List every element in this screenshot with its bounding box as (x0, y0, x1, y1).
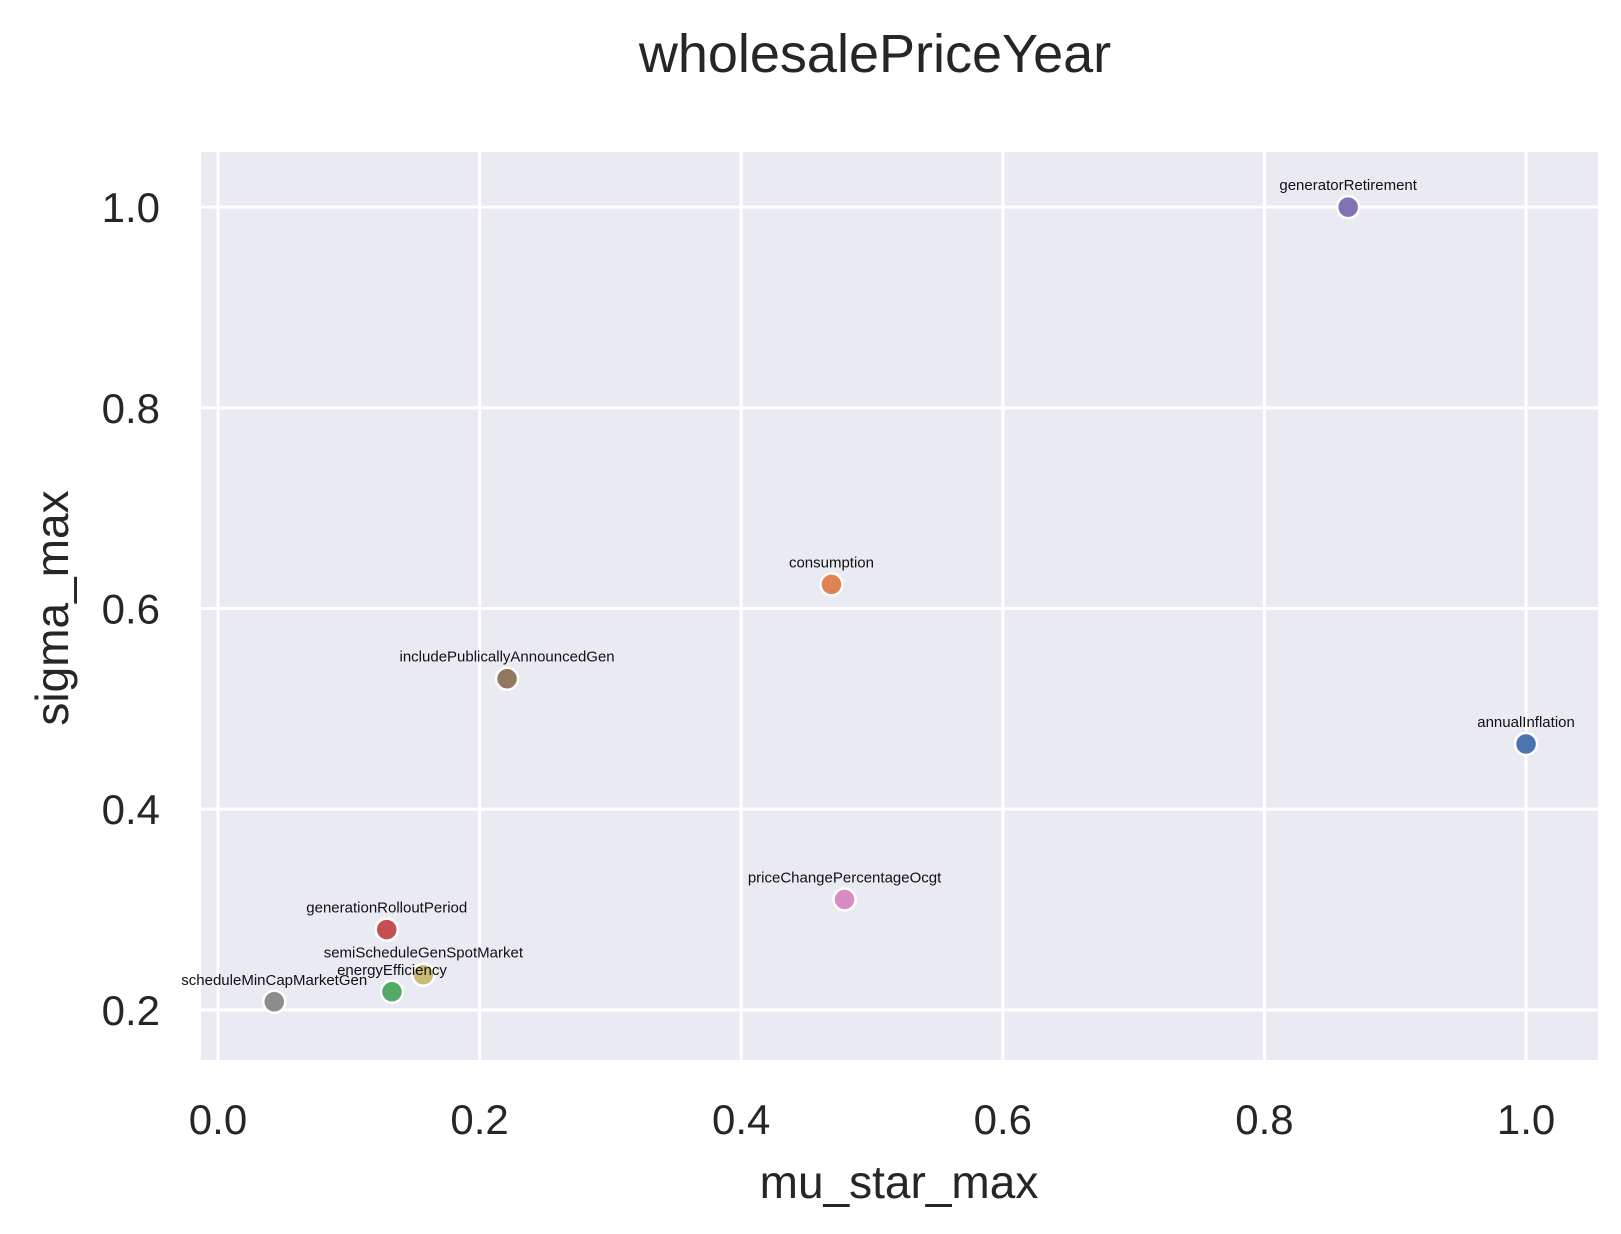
y-tick-label: 0.6 (102, 586, 160, 633)
scatter-point-generatorRetirement (1335, 194, 1361, 220)
scatter-point-energyEfficiency (379, 979, 405, 1005)
y-tick-label: 0.2 (102, 987, 160, 1034)
point-label-scheduleMinCapMarketGen: scheduleMinCapMarketGen (181, 972, 367, 989)
y-tick-label: 1.0 (102, 184, 160, 231)
y-tick-label: 0.4 (102, 786, 160, 833)
scatter-point-generationRolloutPeriod (374, 917, 399, 942)
x-tick-label: 0.0 (189, 1096, 247, 1143)
chart-title: wholesalePriceYear (638, 24, 1111, 84)
y-axis-ticks: 0.2 0.4 0.6 0.8 1.0 (102, 184, 160, 1034)
x-axis-ticks: 0.0 0.2 0.4 0.6 0.8 1.0 (189, 1096, 1555, 1143)
point-labels: annualInflation consumption energyEfficien… (181, 177, 1575, 989)
y-axis-title: sigma_max (26, 490, 78, 725)
scatter-point-includePublicallyAnnouncedGen (494, 666, 520, 691)
point-label-includePublicallyAnnouncedGen: includePublicallyAnnouncedGen (400, 649, 615, 666)
scatter-point-priceChangePercentageOcgt (832, 887, 857, 912)
scatter-point-annualInflation (1513, 731, 1539, 757)
x-tick-label: 0.2 (450, 1096, 508, 1143)
x-tick-label: 0.8 (1235, 1096, 1293, 1143)
point-label-generationRolloutPeriod: generationRolloutPeriod (306, 900, 467, 917)
x-tick-label: 0.4 (712, 1096, 770, 1143)
point-label-energyEfficiency: energyEfficiency (337, 962, 447, 979)
scatter-point-semiScheduleGenSpotMarket (411, 962, 436, 987)
point-label-annualInflation: annualInflation (1477, 714, 1575, 731)
scatter-point-consumption (819, 572, 844, 597)
x-tick-label: 1.0 (1497, 1096, 1555, 1143)
scatter-points (262, 194, 1539, 1015)
point-label-priceChangePercentageOcgt: priceChangePercentageOcgt (748, 869, 942, 886)
scatter-point-scheduleMinCapMarketGen (262, 989, 287, 1015)
grid (201, 152, 1598, 1060)
point-label-consumption: consumption (789, 554, 874, 571)
plot-area (201, 152, 1598, 1060)
point-label-semiScheduleGenSpotMarket: semiScheduleGenSpotMarket (324, 945, 524, 962)
x-axis-title: mu_star_max (760, 1156, 1039, 1208)
point-label-generatorRetirement: generatorRetirement (1279, 177, 1417, 194)
y-tick-label: 0.8 (102, 385, 160, 432)
x-tick-label: 0.6 (974, 1096, 1032, 1143)
